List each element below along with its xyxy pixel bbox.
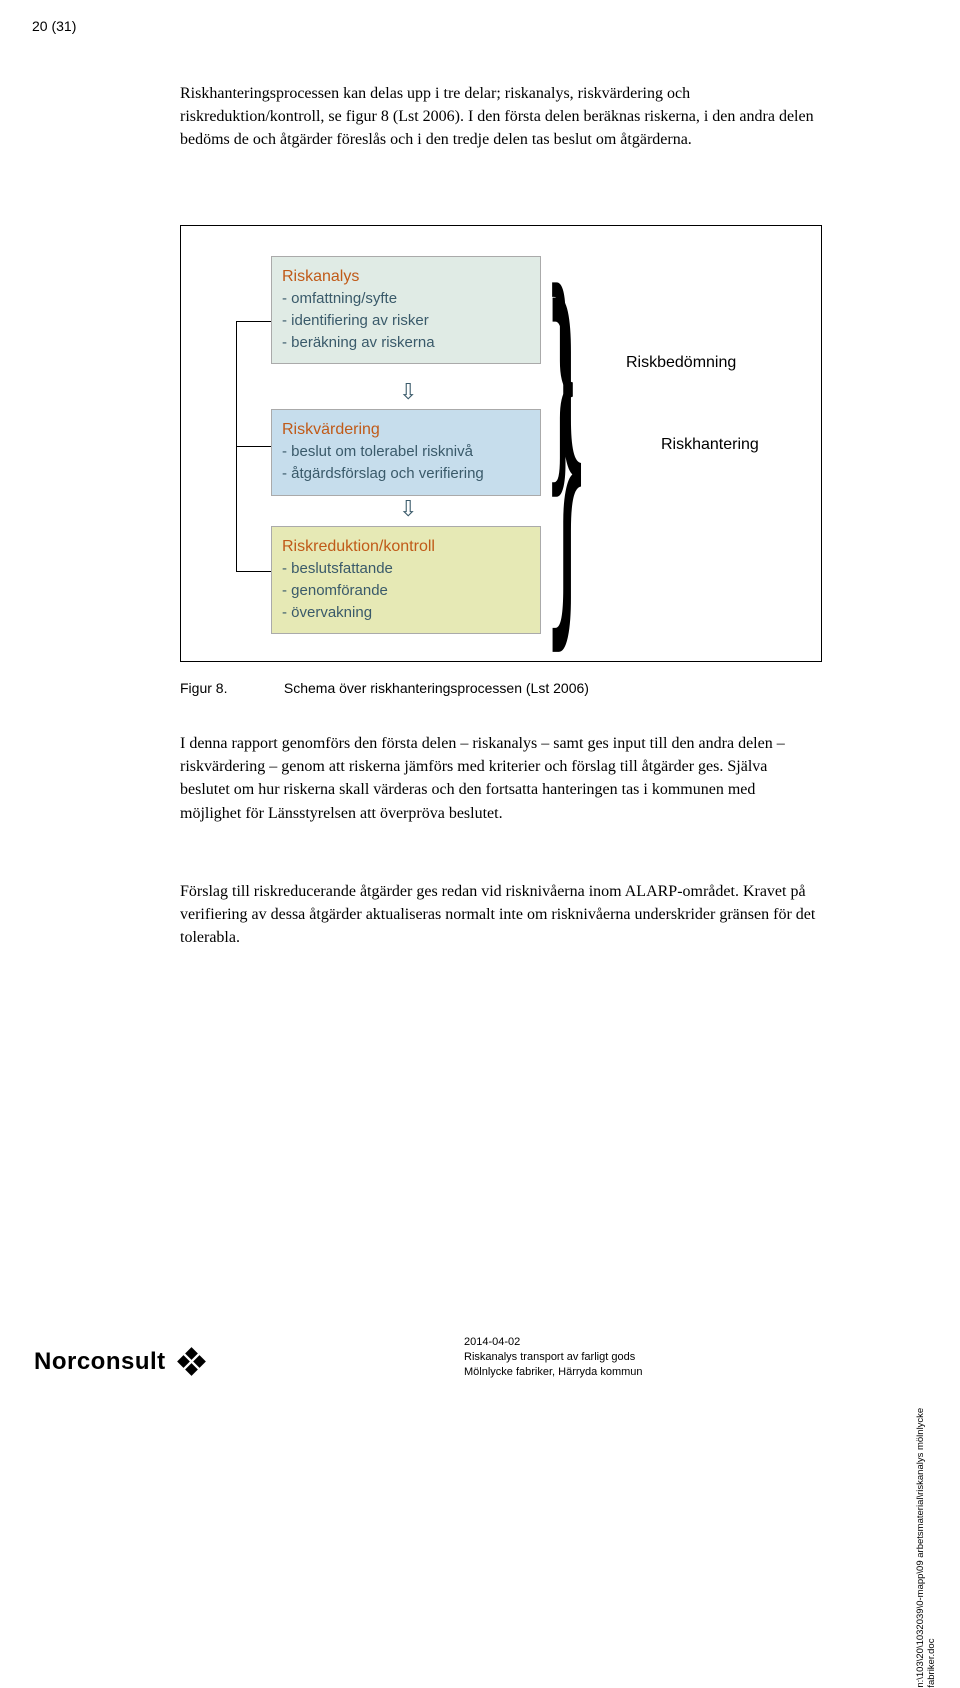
box3-l2: - genomförande <box>282 580 530 602</box>
paragraph-3: Förslag till riskreducerande åtgärder ge… <box>180 880 820 950</box>
box1-l2: - identifiering av risker <box>282 310 530 332</box>
box1-title: Riskanalys <box>282 268 359 285</box>
box1-l3: - beräkning av riskerna <box>282 332 530 354</box>
arrow-down-icon: ⇩ <box>399 379 417 405</box>
box-riskreduktion: Riskreduktion/kontroll - beslutsfattande… <box>271 526 541 634</box>
page-number: 20 (31) <box>32 18 76 34</box>
footer-side2: fabriker.doc <box>927 1408 938 1688</box>
box-riskvardering: Riskvärdering - beslut om tolerabel risk… <box>271 409 541 496</box>
caption-text: Schema över riskhanteringsprocessen (Lst… <box>284 680 589 696</box>
brace-big-icon: } <box>551 256 583 628</box>
box2-l1: - beslut om tolerabel risknivå <box>282 441 530 463</box>
label-riskbedomning: Riskbedömning <box>626 354 736 372</box>
figure-caption: Figur 8. Schema över riskhanteringsproce… <box>180 680 820 696</box>
connector-h1 <box>236 321 271 322</box>
arrow-down-icon: ⇩ <box>399 496 417 522</box>
logo-diamond-icon <box>179 1349 205 1371</box>
footer-center-block: 2014-04-02 Riskanalys transport av farli… <box>464 1335 643 1380</box>
box2-title: Riskvärdering <box>282 421 380 438</box>
box3-l3: - övervakning <box>282 602 530 624</box>
connector-h2 <box>236 446 271 447</box>
paragraph-2: I denna rapport genomförs den första del… <box>180 732 820 825</box>
logo-text: Norconsult <box>34 1348 166 1375</box>
box1-l1: - omfattning/syfte <box>282 288 530 310</box>
logo-norconsult: Norconsult <box>34 1348 205 1376</box>
box3-title: Riskreduktion/kontroll <box>282 538 435 555</box>
connector-h3 <box>236 571 271 572</box>
page-footer: Norconsult 2014-04-02 Riskanalys transpo… <box>34 1318 932 1382</box>
footer-side1: n:\103\20\1032039\0-mapp\09 arbetsmateri… <box>915 1408 926 1688</box>
figure-risk-process: Riskanalys - omfattning/syfte - identifi… <box>180 225 822 662</box>
footer-filepath: n:\103\20\1032039\0-mapp\09 arbetsmateri… <box>915 1408 938 1688</box>
caption-label: Figur 8. <box>180 680 280 696</box>
footer-date: 2014-04-02 <box>464 1335 643 1350</box>
label-riskhantering: Riskhantering <box>661 436 759 454</box>
box-riskanalys: Riskanalys - omfattning/syfte - identifi… <box>271 256 541 364</box>
footer-line2: Riskanalys transport av farligt gods <box>464 1350 643 1365</box>
box2-l2: - åtgärdsförslag och verifiering <box>282 463 530 485</box>
paragraph-intro: Riskhanteringsprocessen kan delas upp i … <box>180 82 820 152</box>
footer-line3: Mölnlycke fabriker, Härryda kommun <box>464 1365 643 1380</box>
box3-l1: - beslutsfattande <box>282 558 530 580</box>
